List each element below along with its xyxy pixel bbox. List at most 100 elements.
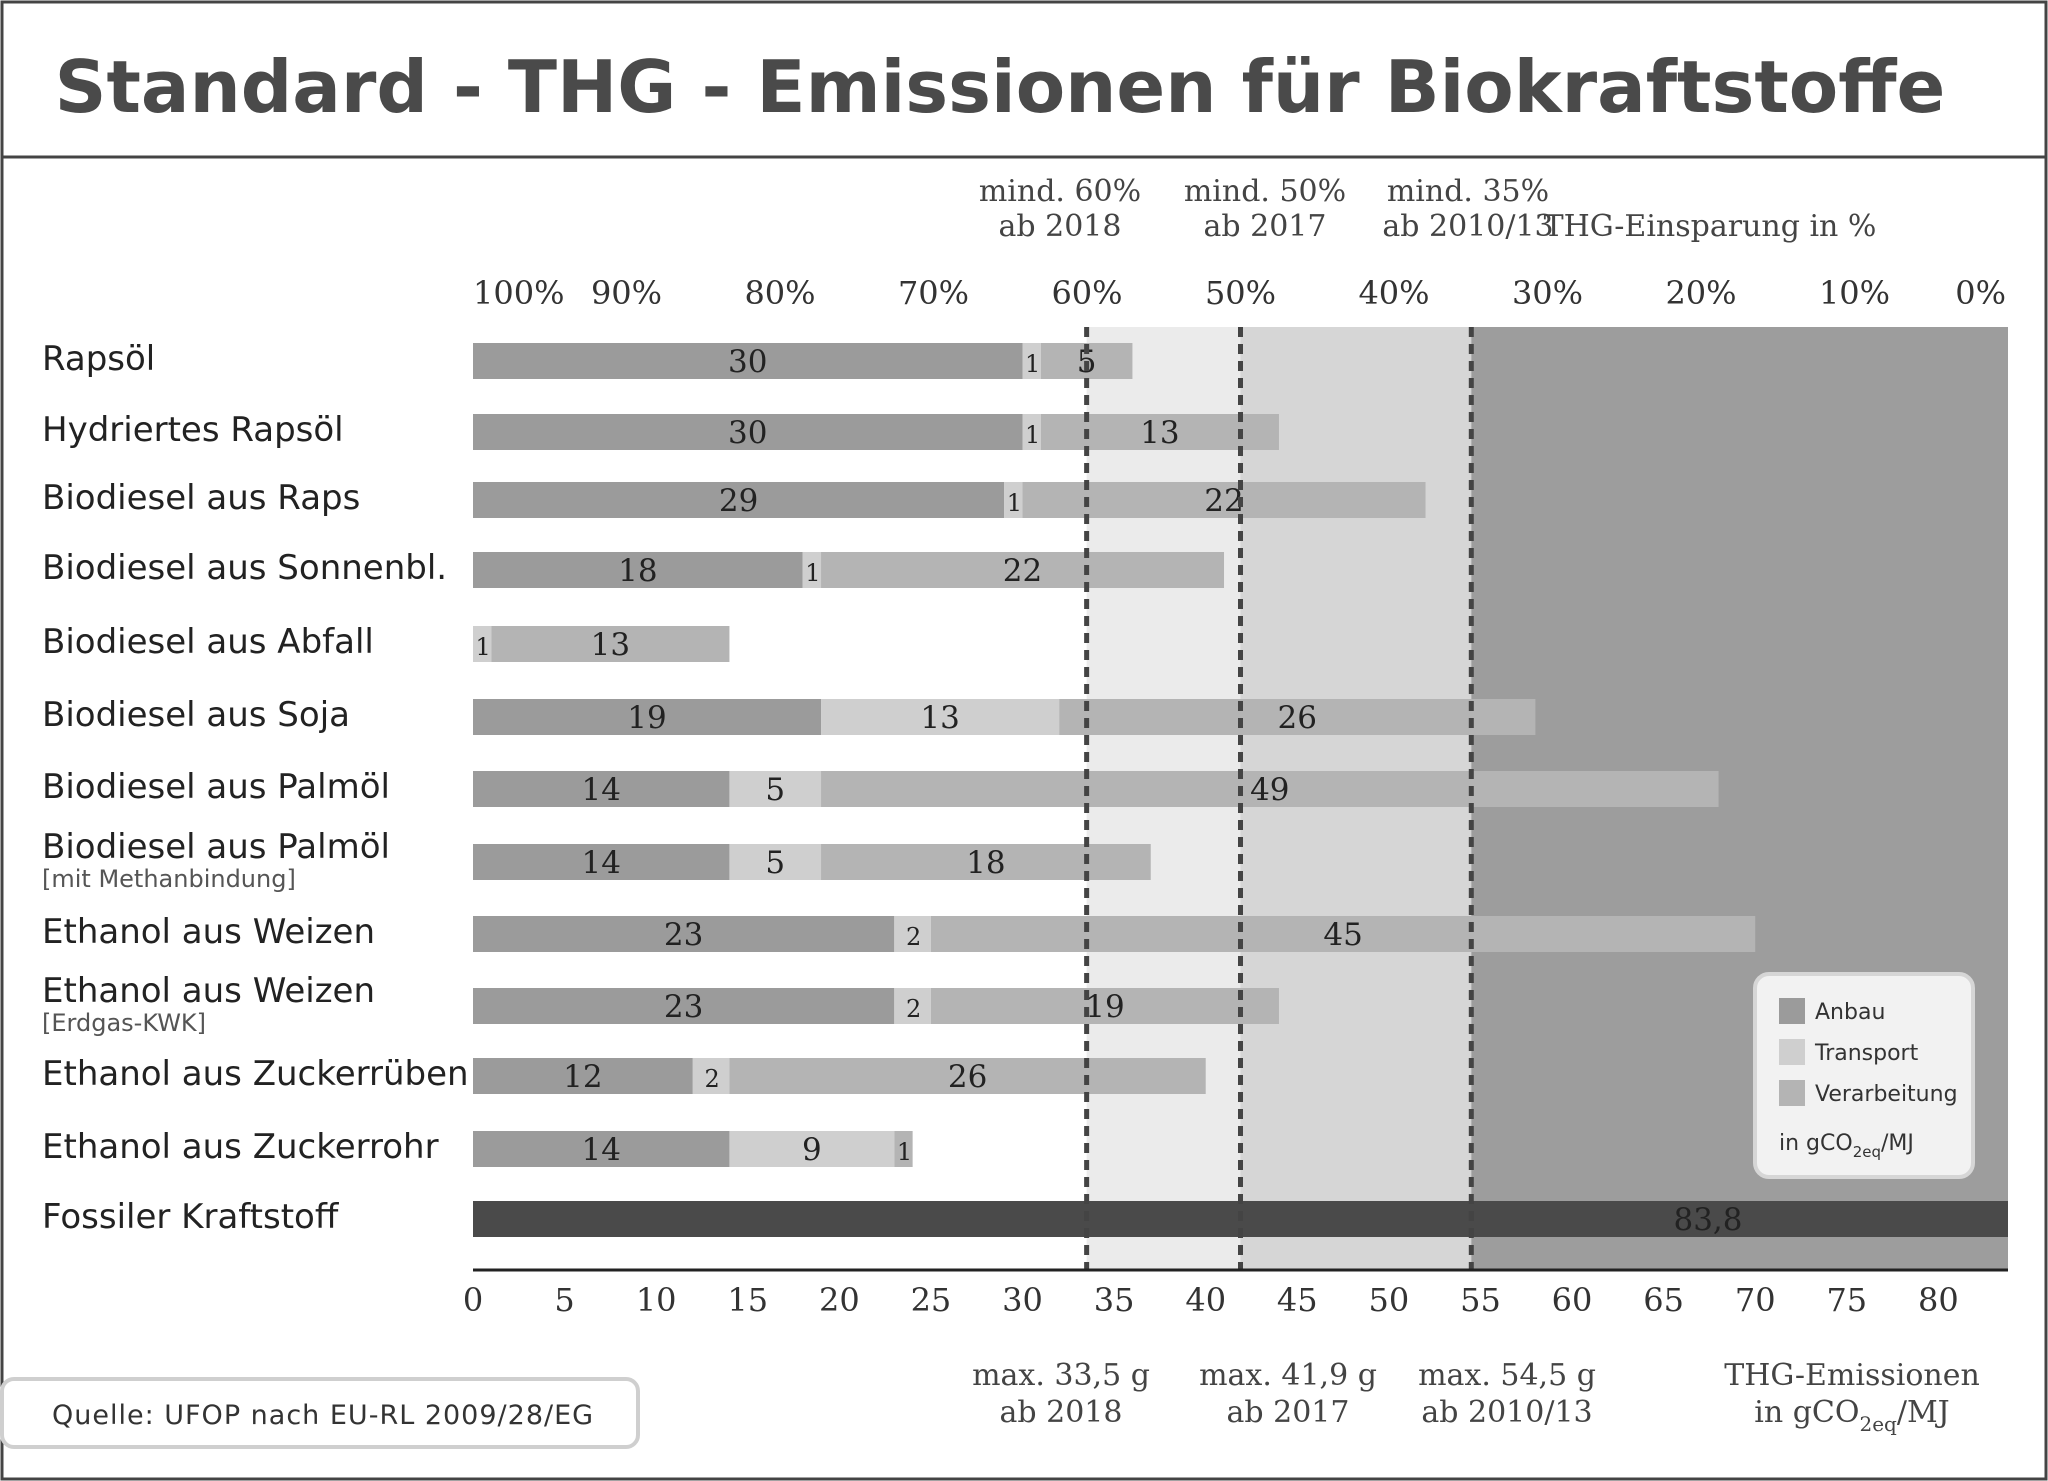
bar-segment-transport (729, 771, 822, 807)
threshold-top-line1: mind. 50% (1184, 174, 1346, 209)
bar-label-transport: 9 (802, 1132, 822, 1168)
source-box (0, 1377, 640, 1449)
bar-segment-anbau (473, 552, 803, 588)
bar-label-transport: 2 (704, 1065, 719, 1093)
bar-segment-transport (894, 916, 931, 952)
legend-label-verarbeitung: Verarbeitung (1815, 1082, 1958, 1107)
x-axis-tick-label: 30 (1002, 1281, 1043, 1319)
bar-segment-verarbeitung (821, 844, 1151, 880)
bottom-axis-unit-sub: 2eq (1859, 1412, 1897, 1436)
bar-label-transport: 1 (1025, 421, 1040, 449)
bar-segment-verarbeitung (930, 916, 1756, 952)
bar-label-anbau: 29 (719, 483, 758, 519)
legend-unit: in gCO2eq/MJ (1779, 1131, 1914, 1161)
top-axis-tick-label: 60% (1051, 274, 1122, 312)
bar-label-verarbeitung: 26 (948, 1059, 987, 1095)
top-axis-tick-label: 0% (1955, 274, 2006, 312)
top-axis-tick-label: 80% (744, 274, 815, 312)
threshold-bottom-line1: max. 41,9 g (1199, 1358, 1377, 1393)
legend-label-anbau: Anbau (1815, 1000, 1885, 1025)
category-label: Hydriertes Rapsöl (42, 410, 344, 450)
category-label: Biodiesel aus Raps (42, 478, 360, 518)
bar-segment-transport (894, 988, 931, 1024)
x-axis-tick-label: 40 (1185, 1281, 1226, 1319)
bar-segment-anbau (473, 482, 1005, 518)
category-label: Biodiesel aus Palmöl (42, 767, 390, 807)
bar-segment-transport (729, 844, 822, 880)
chart-title: Standard - THG - Emissionen für Biokraft… (55, 45, 1946, 129)
category-label: Biodiesel aus Abfall (42, 622, 374, 662)
top-axis-tick-label: 50% (1205, 274, 1276, 312)
x-axis-tick-label: 75 (1826, 1281, 1867, 1319)
top-axis-tick-label: 70% (898, 274, 969, 312)
threshold-top-line2: ab 2017 (1204, 209, 1327, 244)
bar-label-fossil: 83,8 (1673, 1202, 1742, 1238)
legend-label-transport: Transport (1814, 1041, 1919, 1066)
bottom-axis-unit-post: /MJ (1897, 1395, 1950, 1430)
bar-segment-verarbeitung (821, 552, 1225, 588)
bar-label-verarbeitung: 49 (1250, 772, 1289, 808)
bar-label-anbau: 18 (618, 553, 657, 589)
bar-label-anbau: 14 (581, 1132, 620, 1168)
bar-label-anbau: 14 (581, 845, 620, 881)
x-axis-tick-label: 25 (911, 1281, 952, 1319)
bar-segment-anbau (473, 988, 895, 1024)
bar-label-anbau: 19 (627, 700, 666, 736)
x-axis-tick-label: 10 (636, 1281, 677, 1319)
bar-label-transport: 1 (1007, 489, 1022, 517)
category-label: Ethanol aus Weizen (42, 912, 375, 952)
bar-label-transport: 5 (765, 772, 785, 808)
legend-unit-sub: 2eq (1853, 1143, 1881, 1161)
bar-label-anbau: 12 (563, 1059, 602, 1095)
bar-label-transport: 1 (476, 633, 491, 661)
legend-unit-pre: in gCO (1779, 1131, 1853, 1156)
bar-label-anbau: 30 (728, 344, 767, 380)
bar-segment-transport (692, 1058, 730, 1094)
category-label: Rapsöl (42, 339, 155, 379)
bar-segment-anbau (473, 771, 730, 807)
bar-segment-anbau (473, 343, 1023, 379)
bar-segment-transport (1022, 343, 1041, 379)
threshold-top-line2: ab 2018 (999, 209, 1122, 244)
category-label: Ethanol aus Zuckerrohr (42, 1127, 439, 1167)
category-sublabel: [mit Methanbindung] (42, 865, 296, 893)
category-label: Biodiesel aus Sonnenbl. (42, 548, 447, 588)
threshold-top-line2: ab 2010/13 (1382, 209, 1553, 244)
bar-label-transport: 2 (906, 995, 921, 1023)
bar-segment-transport (1004, 482, 1023, 518)
bar-label-anbau: 23 (664, 989, 703, 1025)
bar-label-verarbeitung: 13 (591, 627, 630, 663)
legend: Anbau Transport Verarbeitung in gCO2eq/M… (1753, 972, 1975, 1179)
bar-segment-verarbeitung (930, 988, 1279, 1024)
threshold-bottom-line1: max. 33,5 g (972, 1358, 1150, 1393)
category-sublabel: [Erdgas-KWK] (42, 1009, 206, 1037)
bar-label-verarbeitung: 18 (966, 845, 1005, 881)
x-axis-tick-label: 55 (1460, 1281, 1501, 1319)
bar-segment-anbau (473, 1058, 693, 1094)
x-axis-tick-label: 65 (1643, 1281, 1684, 1319)
legend-swatch-verarbeitung (1779, 1080, 1805, 1106)
bar-segment-anbau (473, 414, 1023, 450)
bar-segment-anbau (473, 916, 895, 952)
legend-swatch-transport (1779, 1039, 1805, 1065)
top-axis-tick-label: 90% (591, 274, 662, 312)
threshold-bottom-line1: max. 54,5 g (1418, 1358, 1596, 1393)
legend-swatch-anbau (1779, 998, 1805, 1024)
x-axis-tick-label: 35 (1094, 1281, 1135, 1319)
bar-segment-verarbeitung (894, 1131, 913, 1167)
x-axis-tick-label: 45 (1277, 1281, 1318, 1319)
top-axis-tick-label: 10% (1819, 274, 1890, 312)
bar-label-verarbeitung: 1 (897, 1138, 912, 1166)
bar-label-transport: 2 (906, 923, 921, 951)
bar-segment-transport (729, 1131, 895, 1167)
bar-segment-transport (821, 699, 1060, 735)
threshold-bottom-line2: ab 2017 (1227, 1395, 1350, 1430)
bar-label-verarbeitung: 26 (1278, 700, 1317, 736)
bar-segment-transport (802, 552, 822, 588)
top-axis-title: THG-Einsparung in % (1544, 209, 1877, 244)
bar-segment-transport (1022, 414, 1041, 450)
category-labels: Rapsöl Hydriertes Rapsöl Biodiesel aus Rap… (42, 339, 469, 1237)
x-axis-tick-label: 20 (819, 1281, 860, 1319)
